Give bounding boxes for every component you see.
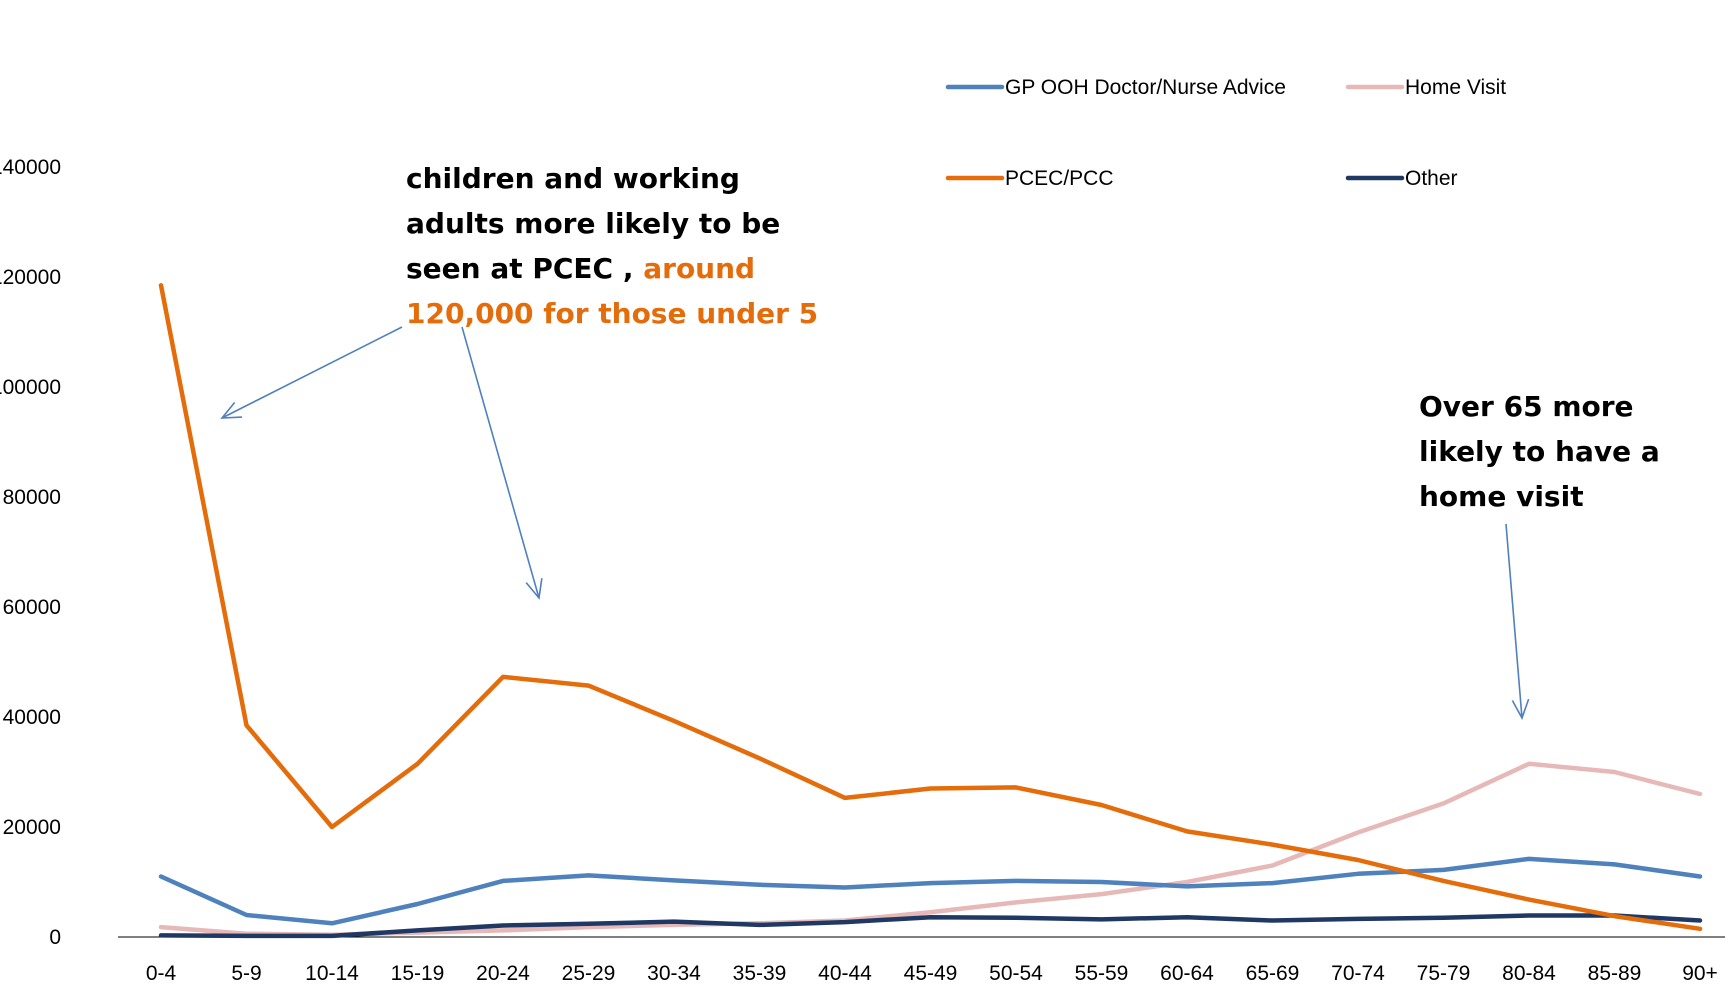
legend-label-other: Other [1405,167,1458,190]
y-tick-label-20000: 20000 [3,816,61,839]
annotation-pcec-line-3: seen at PCEC , around [406,246,826,291]
x-tick-label-55-59: 55-59 [1075,962,1129,984]
x-tick-label-70-74: 70-74 [1331,962,1385,984]
x-tick-label-60-64: 60-64 [1160,962,1214,984]
x-tick-label-80-84: 80-84 [1502,962,1556,984]
y-axis: 0 20000 40000 60000 80000 100000 120000 140000 [0,156,61,949]
y-tick-label-120000: 120000 [0,266,61,289]
arrow-to-20-24-head [525,578,543,600]
annotation-pcec-highlight-1: around [643,252,756,285]
x-tick-label-75-79: 75-79 [1417,962,1471,984]
series-line-gp-ooh-doctor-nurse-advice [158,856,1703,926]
legend-label-pcec-pcc: PCEC/PCC [1005,167,1114,190]
annotation-home-visit: Over 65 more likely to have a home visit [1419,384,1719,519]
y-tick-label-0: 0 [49,926,61,949]
x-tick-label-5-9: 5-9 [231,962,261,984]
x-tick-label-30-34: 30-34 [647,962,701,984]
series-layer [158,283,1703,939]
x-tick-label-35-39: 35-39 [733,962,787,984]
arrow-to-80-84 [1505,523,1523,719]
x-tick-label-65-69: 65-69 [1246,962,1300,984]
annotation-home-visit-line-3: home visit [1419,480,1584,513]
x-tick-label-50-54: 50-54 [989,962,1043,984]
x-tick-label-20-24: 20-24 [476,962,530,984]
annotation-pcec-line-2: adults more likely to be [406,207,781,240]
annotation-home-visit-line-2: likely to have a [1419,435,1660,468]
x-tick-label-0-4: 0-4 [146,962,177,984]
arrow-to-20-24 [461,326,540,599]
series-line-pcec-pcc [158,283,1703,932]
x-tick-label-90+: 90+ [1682,962,1718,984]
x-axis: 0-4 5-9 10-14 15-19 20-24 25-29 30-34 35-39 40-4… [118,936,1725,984]
annotation-pcec-line-3-text: seen at PCEC , [406,252,644,285]
arrow-to-under-5-head [220,401,243,419]
annotation-arrows [220,326,1530,720]
y-tick-label-80000: 80000 [3,486,61,509]
x-tick-label-10-14: 10-14 [305,962,359,984]
y-tick-label-140000: 140000 [0,156,61,179]
x-tick-label-85-89: 85-89 [1588,962,1642,984]
x-tick-label-25-29: 25-29 [562,962,616,984]
y-tick-label-60000: 60000 [3,596,61,619]
legend-label-gp-ooh-doctor-nurse-advice: GP OOH Doctor/Nurse Advice [1005,76,1286,99]
legend: GP OOH Doctor/Nurse Advice Home Visit PCEC… [945,76,1506,190]
arrow-to-80-84-head [1511,698,1530,720]
series-line-other [158,913,1703,939]
x-tick-label-40-44: 40-44 [818,962,872,984]
x-tick-label-15-19: 15-19 [391,962,445,984]
annotation-home-visit-line-1: Over 65 more [1419,390,1634,423]
y-tick-label-100000: 100000 [0,376,61,399]
y-tick-label-40000: 40000 [3,706,61,729]
legend-label-home-visit: Home Visit [1405,76,1506,99]
x-tick-label-45-49: 45-49 [904,962,958,984]
annotation-pcec: children and working adults more likely … [406,156,826,336]
annotation-pcec-line-1: children and working [406,162,740,195]
arrow-to-under-5 [221,326,403,419]
annotation-pcec-highlight-2: 120,000 for those under 5 [406,297,819,330]
